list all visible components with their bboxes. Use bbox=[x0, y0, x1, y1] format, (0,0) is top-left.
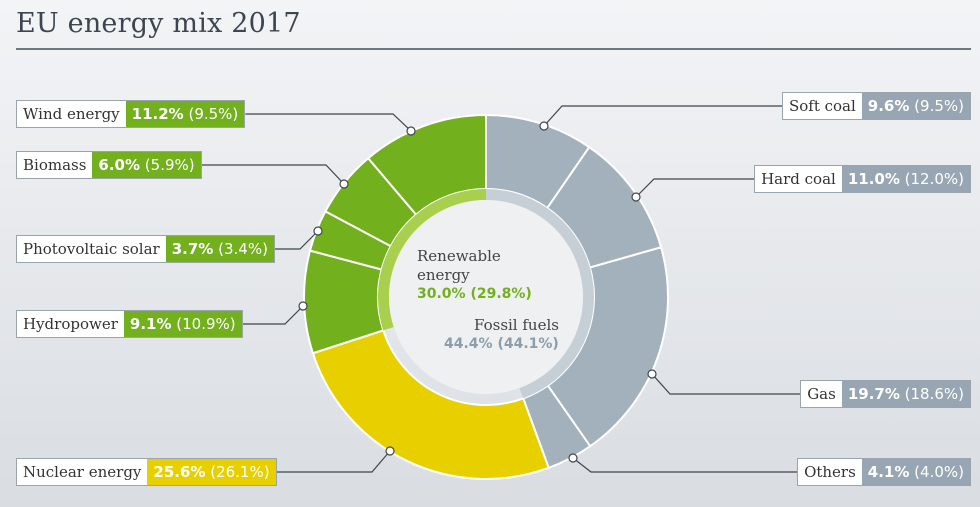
label-prev-value: (18.6%) bbox=[899, 385, 964, 403]
chart-title: EU energy mix 2017 bbox=[16, 8, 301, 39]
leader-dot bbox=[298, 301, 308, 311]
leader-dot bbox=[406, 126, 416, 136]
renewable-value: 30.0% (29.8%) bbox=[417, 286, 532, 302]
label-name: Biomass bbox=[17, 152, 93, 178]
label-value: 19.7% bbox=[847, 385, 900, 403]
label-prev-value: (9.5%) bbox=[909, 97, 964, 115]
label-value: 3.7% bbox=[171, 240, 214, 258]
label-nuclear-energy: Nuclear energy 25.6% (26.1%) bbox=[16, 458, 277, 486]
fossil-center-label: Fossil fuels 44.4% (44.1%) bbox=[444, 316, 559, 354]
leader-dot bbox=[339, 179, 349, 189]
label-value-box: 25.6% (26.1%) bbox=[147, 459, 276, 485]
leader-line bbox=[276, 450, 391, 473]
label-value: 11.2% bbox=[131, 105, 184, 123]
label-value-box: 4.1% (4.0%) bbox=[861, 459, 970, 485]
label-wind-energy: Wind energy 11.2% (9.5%) bbox=[16, 100, 246, 128]
label-value: 25.6% bbox=[153, 463, 206, 481]
renewable-center-label: Renewable energy 30.0% (29.8%) bbox=[417, 247, 532, 304]
leader-line bbox=[572, 457, 798, 473]
label-name: Gas bbox=[801, 381, 842, 407]
label-name: Photovoltaic solar bbox=[17, 236, 166, 262]
label-gas: Gas 19.7% (18.6%) bbox=[800, 380, 971, 408]
renewable-line2: energy bbox=[417, 266, 470, 284]
label-hard-coal: Hard coal 11.0% (12.0%) bbox=[754, 165, 971, 193]
label-prev-value: (3.4%) bbox=[213, 240, 268, 258]
label-value-box: 11.0% (12.0%) bbox=[841, 166, 970, 192]
label-name: Wind energy bbox=[17, 101, 126, 127]
label-value-box: 19.7% (18.6%) bbox=[841, 381, 970, 407]
label-name: Others bbox=[798, 459, 862, 485]
leader-line bbox=[274, 230, 319, 250]
label-biomass: Biomass 6.0% (5.9%) bbox=[16, 151, 202, 179]
label-value-box: 3.7% (3.4%) bbox=[165, 236, 274, 262]
label-soft-coal: Soft coal 9.6% (9.5%) bbox=[781, 92, 971, 120]
leader-dot bbox=[568, 453, 578, 463]
label-value-box: 9.6% (9.5%) bbox=[861, 93, 970, 119]
label-value-box: 9.1% (10.9%) bbox=[123, 311, 242, 337]
fossil-label: Fossil fuels bbox=[474, 316, 559, 334]
label-value: 9.6% bbox=[867, 97, 910, 115]
fossil-value: 44.4% (44.1%) bbox=[444, 336, 559, 352]
label-name: Hard coal bbox=[755, 166, 842, 192]
label-photovoltaic-solar: Photovoltaic solar 3.7% (3.4%) bbox=[16, 235, 275, 263]
leader-line bbox=[201, 164, 345, 185]
donut-hole bbox=[389, 200, 583, 394]
label-prev-value: (12.0%) bbox=[899, 170, 964, 188]
label-name: Hydropower bbox=[17, 311, 124, 337]
label-prev-value: (5.9%) bbox=[140, 156, 195, 174]
leader-dot bbox=[539, 121, 549, 131]
fossil-inner-ring bbox=[486, 189, 595, 399]
leader-dot bbox=[385, 446, 395, 456]
label-value: 4.1% bbox=[867, 463, 910, 481]
leader-dot bbox=[631, 192, 641, 202]
leader-dot bbox=[313, 226, 323, 236]
label-hydropower: Hydropower 9.1% (10.9%) bbox=[16, 310, 243, 338]
leader-line bbox=[543, 105, 782, 127]
label-value: 11.0% bbox=[847, 170, 900, 188]
label-value-box: 6.0% (5.9%) bbox=[92, 152, 201, 178]
leader-line bbox=[635, 178, 755, 198]
slice-nuclear-energy bbox=[311, 329, 551, 480]
label-name: Nuclear energy bbox=[17, 459, 148, 485]
leader-line bbox=[651, 373, 801, 395]
leader-dot bbox=[647, 369, 657, 379]
label-value: 6.0% bbox=[98, 156, 141, 174]
label-prev-value: (4.0%) bbox=[909, 463, 964, 481]
label-value: 9.1% bbox=[129, 315, 172, 333]
label-value-box: 11.2% (9.5%) bbox=[125, 101, 245, 127]
label-prev-value: (9.5%) bbox=[183, 105, 239, 123]
renewable-line1: Renewable bbox=[417, 247, 501, 265]
label-prev-value: (10.9%) bbox=[171, 315, 236, 333]
leader-line bbox=[242, 305, 304, 325]
leader-line bbox=[245, 113, 412, 132]
title-rule bbox=[16, 48, 971, 50]
label-others: Others 4.1% (4.0%) bbox=[797, 458, 971, 486]
label-name: Soft coal bbox=[782, 93, 862, 119]
renewable-inner-ring bbox=[377, 189, 486, 331]
label-prev-value: (26.1%) bbox=[205, 463, 270, 481]
